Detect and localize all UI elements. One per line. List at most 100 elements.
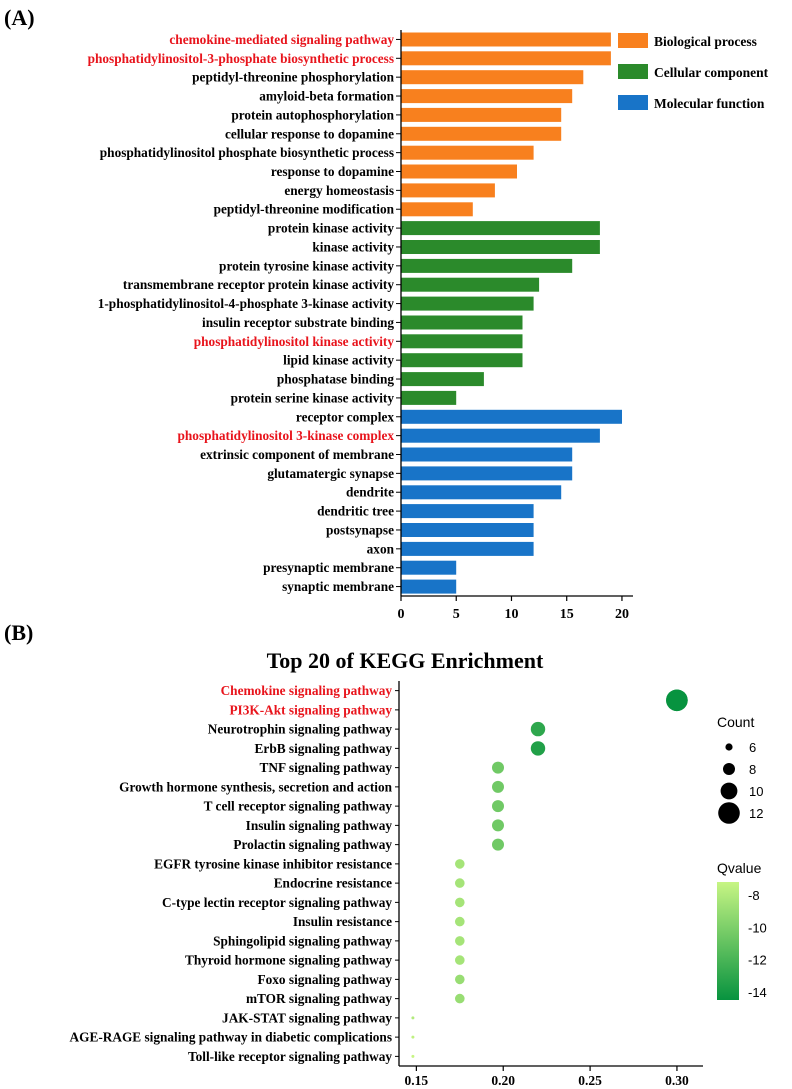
go-bar	[401, 126, 562, 141]
go-bar	[401, 183, 495, 198]
kegg-pathway-label: Neurotrophin signaling pathway	[208, 722, 393, 737]
kegg-point	[455, 878, 465, 888]
kegg-point	[455, 859, 465, 869]
kegg-pathway-label: Growth hormone synthesis, secretion and …	[119, 779, 392, 794]
legend-label: Cellular component	[654, 65, 769, 80]
colorbar-label: -8	[748, 888, 760, 903]
go-term-label: response to dopamine	[271, 164, 394, 179]
x-tick-label: 0	[398, 607, 405, 622]
count-legend-label: 12	[749, 806, 763, 821]
x-tick-label: 20	[615, 607, 629, 622]
legend-swatch	[618, 95, 648, 110]
legend-swatch	[618, 33, 648, 48]
go-bar	[401, 221, 600, 236]
kegg-point	[492, 838, 504, 851]
go-term-label: amyloid-beta formation	[259, 89, 394, 104]
go-bar	[401, 51, 611, 66]
kegg-point	[455, 955, 465, 965]
go-term-label: protein kinase activity	[268, 221, 394, 236]
count-legend-dot	[723, 763, 735, 775]
kegg-pathway-label: Thyroid hormone signaling pathway	[185, 953, 392, 968]
go-term-label: dendritic tree	[317, 504, 394, 519]
x-tick-label: 5	[453, 607, 460, 622]
go-bar	[401, 89, 573, 104]
go-bar	[401, 258, 573, 273]
x-tick-label: 10	[504, 607, 518, 622]
kegg-pathway-label: TNF signaling pathway	[259, 760, 392, 775]
kegg-pathway-label: Endocrine resistance	[274, 876, 392, 891]
go-term-label: receptor complex	[296, 409, 394, 424]
go-bar	[401, 485, 562, 500]
kegg-pathway-label: T cell receptor signaling pathway	[204, 799, 393, 814]
go-term-label: phosphatidylinositol 3-kinase complex	[178, 428, 395, 443]
kegg-bubble-chart: Top 20 of KEGG Enrichment Count Qvalue C…	[70, 648, 767, 1088]
x-tick-label: 0.30	[665, 1073, 689, 1088]
go-term-label: 1-phosphatidylinositol-4-phosphate 3-kin…	[98, 296, 395, 311]
kegg-pathway-label: AGE-RAGE signaling pathway in diabetic c…	[70, 1030, 393, 1045]
go-term-label: insulin receptor substrate binding	[202, 315, 394, 330]
kegg-point	[411, 1054, 415, 1058]
count-legend-label: 10	[749, 784, 763, 799]
count-legend-dot	[718, 802, 740, 824]
go-bar	[401, 541, 534, 556]
kegg-chart-title: Top 20 of KEGG Enrichment	[267, 648, 544, 673]
go-term-label: dendrite	[346, 485, 394, 500]
go-bar	[401, 390, 457, 405]
go-term-label: phosphatidylinositol-3-phosphate biosynt…	[88, 51, 394, 66]
colorbar-label: -10	[748, 920, 767, 935]
legend-swatch	[618, 64, 648, 79]
kegg-pathway-label: PI3K-Akt signaling pathway	[229, 702, 392, 717]
go-bar	[401, 334, 523, 349]
go-bar	[401, 70, 584, 85]
go-bar	[401, 504, 534, 519]
go-bar	[401, 277, 540, 292]
go-term-label: postsynapse	[326, 523, 394, 538]
go-term-label: chemokine-mediated signaling pathway	[169, 32, 394, 47]
kegg-point	[411, 1016, 415, 1020]
kegg-pathway-label: EGFR tyrosine kinase inhibitor resistanc…	[154, 856, 392, 871]
kegg-pathway-label: Insulin resistance	[293, 914, 392, 929]
colorbar-label: -12	[748, 953, 767, 968]
kegg-pathway-label: Insulin signaling pathway	[246, 818, 393, 833]
x-tick-label: 15	[560, 607, 574, 622]
go-bar	[401, 202, 473, 217]
go-bar	[401, 579, 457, 594]
kegg-point	[455, 993, 465, 1004]
go-term-label: axon	[367, 541, 395, 556]
go-term-label: peptidyl-threonine modification	[214, 202, 395, 217]
count-legend-title: Count	[717, 714, 754, 730]
kegg-pathway-label: Chemokine signaling pathway	[221, 683, 393, 698]
kegg-pathway-label: C-type lectin receptor signaling pathway	[162, 895, 392, 910]
go-bar	[401, 32, 611, 47]
qvalue-legend-title: Qvalue	[717, 860, 762, 876]
go-term-label: phosphatase binding	[277, 372, 394, 387]
panel-label-a: (A)	[4, 5, 35, 30]
x-tick-label: 0.15	[405, 1073, 429, 1088]
count-legend-label: 8	[749, 762, 756, 777]
kegg-point	[411, 1035, 415, 1039]
go-bar	[401, 560, 457, 575]
go-bar	[401, 296, 534, 311]
count-legend-label: 6	[749, 740, 756, 755]
go-bar	[401, 145, 534, 160]
go-term-label: lipid kinase activity	[283, 353, 394, 368]
kegg-point	[530, 741, 546, 756]
colorbar-label: -14	[748, 985, 767, 1000]
x-tick-label: 0.20	[491, 1073, 515, 1088]
go-term-label: phosphatidylinositol phosphate biosynthe…	[100, 145, 394, 160]
go-bar	[401, 315, 523, 330]
count-legend-dot	[725, 743, 733, 751]
go-bar	[401, 466, 573, 481]
kegg-point	[530, 721, 546, 737]
go-bar	[401, 447, 573, 462]
go-bar	[401, 107, 562, 122]
go-bar	[401, 428, 600, 443]
go-bar	[401, 523, 534, 537]
x-tick-label: 0.25	[578, 1073, 602, 1088]
kegg-point	[455, 974, 465, 985]
kegg-pathway-label: Sphingolipid signaling pathway	[213, 933, 392, 948]
kegg-point	[455, 897, 465, 908]
legend-label: Biological process	[654, 34, 757, 49]
go-term-label: peptidyl-threonine phosphorylation	[192, 70, 394, 85]
